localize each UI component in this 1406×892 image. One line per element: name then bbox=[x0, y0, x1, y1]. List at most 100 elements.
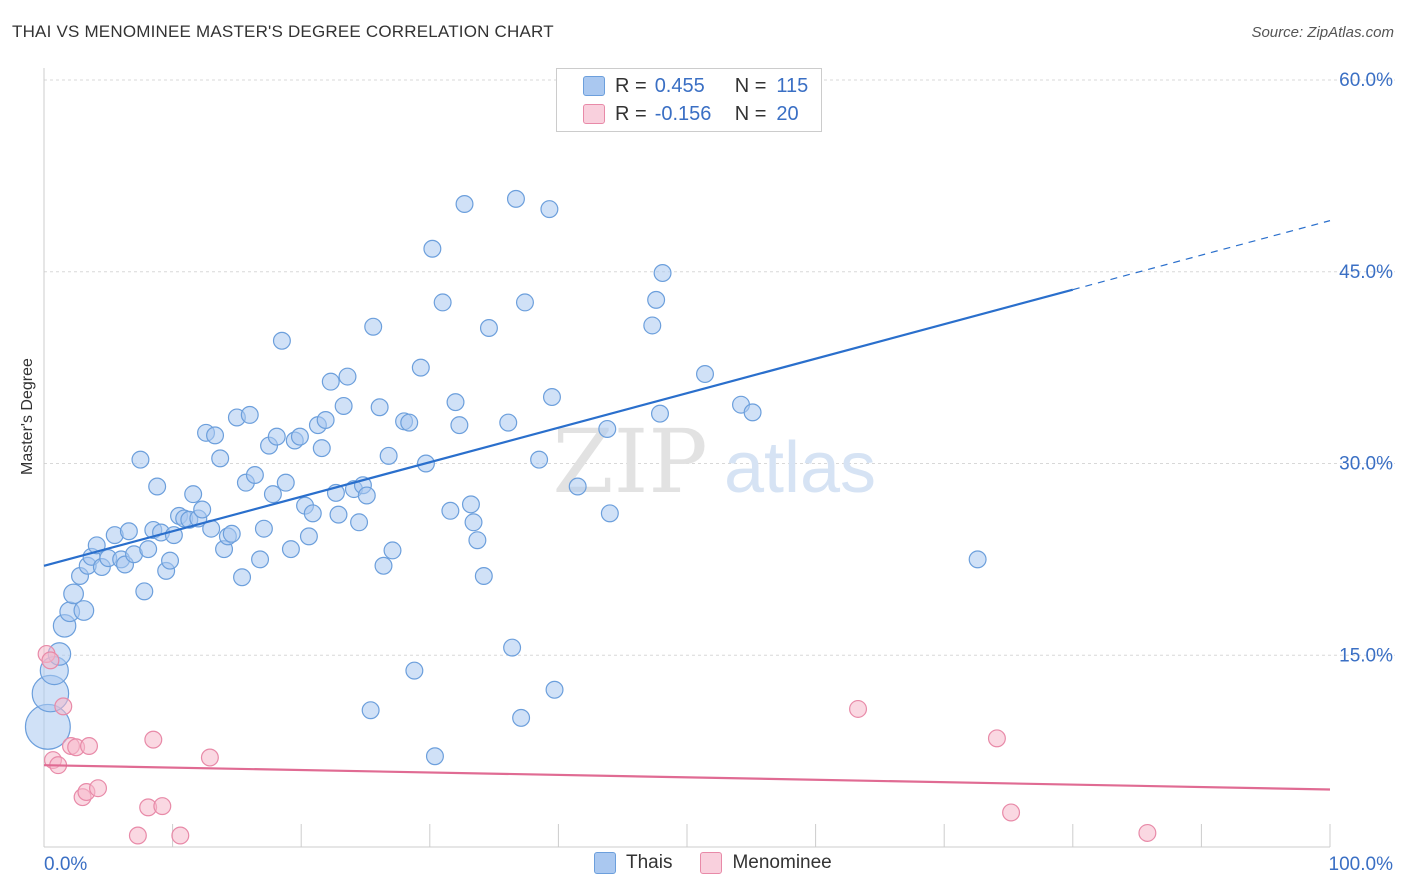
thais-point bbox=[515, 293, 534, 312]
thais-point bbox=[400, 413, 419, 432]
series-legend-item-thais: Thais bbox=[594, 852, 672, 874]
thais-point bbox=[63, 583, 84, 605]
thais-point bbox=[530, 450, 549, 469]
thais-point bbox=[334, 396, 353, 415]
thais-point bbox=[433, 293, 452, 312]
thais-point bbox=[131, 450, 150, 469]
legend-r-label: R = bbox=[615, 102, 647, 125]
thais-point bbox=[650, 404, 669, 423]
thais-point bbox=[474, 566, 493, 585]
thais-point bbox=[464, 513, 483, 532]
thais-point bbox=[455, 194, 474, 213]
thais-point bbox=[245, 466, 264, 485]
menominee-point bbox=[1002, 803, 1021, 822]
menominee-point bbox=[89, 779, 108, 798]
thais-trend-extension bbox=[1072, 220, 1331, 291]
legend-r-value: -0.156 bbox=[654, 102, 712, 125]
thais-point bbox=[968, 550, 987, 569]
y-tick-label: 60.0% bbox=[1339, 70, 1393, 91]
thais-point bbox=[357, 486, 376, 505]
legend-swatch-menominee bbox=[583, 104, 605, 124]
series-legend-label: Thais bbox=[626, 852, 673, 873]
thais-point bbox=[411, 358, 430, 377]
thais-point bbox=[139, 540, 158, 559]
thais-point bbox=[240, 405, 259, 424]
thais-trend-line bbox=[43, 288, 1074, 567]
thais-point bbox=[461, 495, 480, 514]
legend-row-thais: R = 0.455 N = 115 bbox=[583, 75, 808, 97]
thais-point bbox=[316, 411, 335, 430]
thais-point bbox=[568, 477, 587, 496]
thais-point bbox=[263, 485, 282, 504]
thais-point bbox=[290, 427, 309, 446]
thais-point bbox=[135, 582, 154, 601]
series-legend-item-menominee: Menominee bbox=[700, 852, 832, 874]
legend-r-value: 0.455 bbox=[654, 74, 705, 97]
thais-point bbox=[370, 398, 389, 417]
thais-point bbox=[425, 747, 444, 766]
thais-point bbox=[222, 524, 241, 543]
menominee-point bbox=[171, 826, 190, 845]
legend-r-label: R = bbox=[615, 74, 647, 97]
legend-n-label: N = bbox=[734, 74, 767, 97]
thais-point bbox=[600, 504, 619, 523]
watermark-zip: ZIP bbox=[552, 410, 707, 513]
y-tick-label: 45.0% bbox=[1339, 262, 1393, 283]
thais-point bbox=[350, 513, 369, 532]
thais-point bbox=[211, 449, 230, 468]
legend-n-value: 115 bbox=[776, 74, 809, 97]
series-swatch-menominee bbox=[700, 852, 723, 874]
thais-point bbox=[743, 403, 762, 422]
thais-point bbox=[540, 200, 559, 219]
thais-point bbox=[379, 446, 398, 465]
thais-point bbox=[647, 290, 666, 309]
thais-point bbox=[696, 365, 715, 384]
menominee-point bbox=[128, 826, 147, 845]
stats-legend: R = 0.455 N = 115 R = -0.156 N = 20 bbox=[556, 68, 822, 132]
thais-point bbox=[251, 550, 270, 569]
thais-point bbox=[312, 439, 331, 458]
thais-point bbox=[276, 473, 295, 492]
chart-title: THAI VS MENOMINEE MASTER'S DEGREE CORREL… bbox=[12, 22, 554, 41]
points-layer bbox=[24, 189, 1157, 845]
menominee-point bbox=[144, 730, 163, 749]
series-swatch-thais bbox=[594, 852, 616, 874]
source-label: Source: ZipAtlas.com bbox=[1251, 24, 1394, 41]
thais-point bbox=[653, 264, 672, 283]
thais-point bbox=[405, 661, 424, 680]
series-legend-label: Menominee bbox=[732, 852, 832, 873]
thais-point bbox=[281, 540, 300, 559]
legend-n-label: N = bbox=[734, 102, 767, 125]
y-tick-label: 30.0% bbox=[1339, 454, 1393, 475]
thais-point bbox=[512, 708, 531, 727]
x-tick-label: 0.0% bbox=[44, 854, 87, 875]
thais-point bbox=[272, 331, 291, 350]
thais-point bbox=[161, 551, 180, 570]
thais-point bbox=[450, 416, 469, 435]
thais-point bbox=[193, 500, 212, 519]
menominee-trend-line bbox=[43, 764, 1331, 791]
thais-point bbox=[441, 501, 460, 520]
series-legend: Thais Menominee bbox=[594, 852, 860, 874]
thais-point bbox=[148, 477, 167, 496]
watermark-atlas: atlas bbox=[724, 428, 876, 508]
thais-point bbox=[364, 317, 383, 336]
menominee-point bbox=[54, 697, 73, 716]
thais-point bbox=[206, 426, 225, 445]
thais-point bbox=[468, 531, 487, 550]
menominee-point bbox=[1138, 823, 1157, 842]
menominee-point bbox=[80, 737, 99, 756]
thais-point bbox=[374, 556, 393, 575]
thais-point bbox=[598, 419, 617, 438]
thais-point bbox=[329, 505, 348, 524]
thais-point bbox=[446, 393, 465, 412]
thais-point bbox=[542, 388, 561, 407]
thais-point bbox=[506, 189, 525, 208]
thais-point bbox=[254, 519, 273, 538]
thais-point bbox=[184, 485, 203, 504]
thais-point bbox=[321, 372, 340, 391]
thais-point bbox=[383, 541, 402, 560]
legend-row-menominee: R = -0.156 N = 20 bbox=[583, 103, 799, 125]
thais-point bbox=[643, 316, 662, 335]
